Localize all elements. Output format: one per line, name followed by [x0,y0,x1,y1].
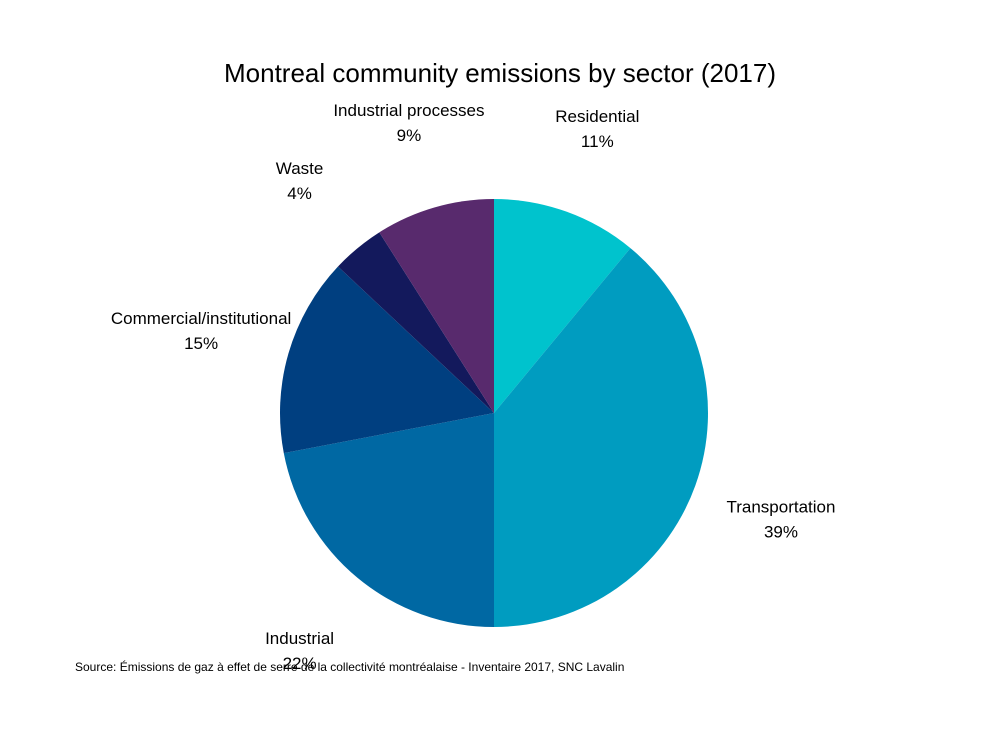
slice-label-transportation: Transportation [726,497,835,516]
pie-slice-waste [338,232,494,413]
pie-slices [280,199,708,627]
slice-value-industrial-processes: 9% [397,126,422,145]
pie-slice-industrial [283,413,494,627]
source-note: Source: Émissions de gaz à effet de serr… [75,660,625,674]
pie-slice-commercial-institutional [280,266,494,454]
pie-slice-industrial-processes [379,199,494,413]
slice-value-industrial: 22% [283,654,317,673]
slice-value-waste: 4% [287,184,312,203]
slice-value-transportation: 39% [764,522,798,541]
slice-label-commercial-institutional: Commercial/institutional [111,309,291,328]
pie-slice-transportation [494,248,708,627]
slice-value-commercial-institutional: 15% [184,334,218,353]
slice-value-residential: 11% [581,132,614,151]
slice-label-waste: Waste [276,159,324,178]
slice-label-industrial: Industrial [265,629,334,648]
slice-label-industrial-processes: Industrial processes [333,101,484,120]
pie-slice-residential [494,199,631,413]
chart-title: Montreal community emissions by sector (… [224,58,776,88]
slice-labels: Residential 11% Transportation 39% Industria… [111,101,836,673]
slice-label-residential: Residential [555,107,639,126]
